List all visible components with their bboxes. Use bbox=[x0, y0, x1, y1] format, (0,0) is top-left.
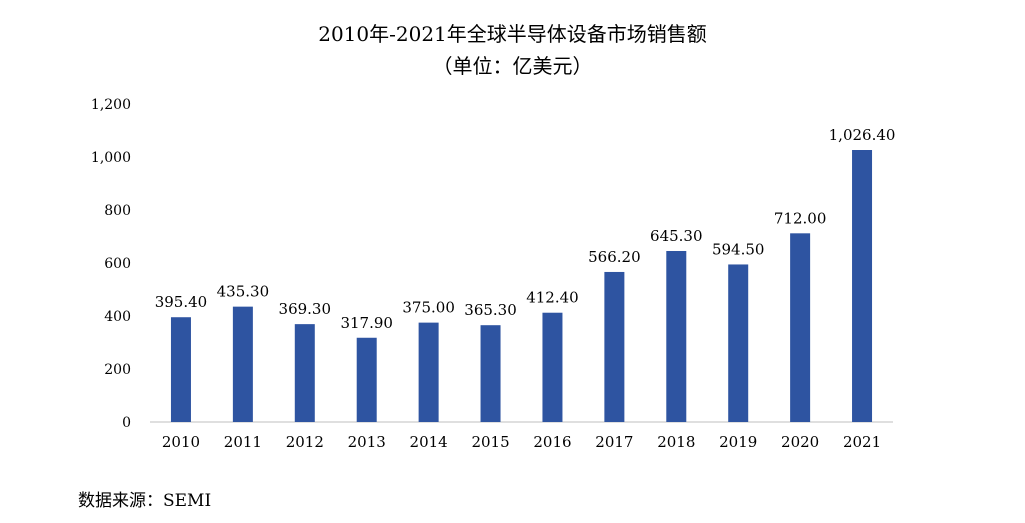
x-tick-label: 2014 bbox=[410, 433, 448, 451]
bar bbox=[542, 312, 563, 422]
source-note: 数据来源：SEMI bbox=[78, 491, 212, 511]
data-label: 594.50 bbox=[712, 240, 765, 258]
y-tick-label: 0 bbox=[122, 415, 131, 431]
x-tick-label: 2017 bbox=[595, 433, 633, 451]
x-tick-label: 2012 bbox=[286, 433, 324, 451]
x-tick-label: 2021 bbox=[843, 433, 881, 451]
y-tick-label: 200 bbox=[104, 362, 131, 378]
y-tick-label: 400 bbox=[104, 309, 131, 325]
y-tick-label: 1,000 bbox=[91, 150, 131, 166]
x-tick-label: 2020 bbox=[781, 433, 819, 451]
bar bbox=[790, 233, 811, 422]
bar bbox=[170, 317, 191, 422]
bar bbox=[852, 150, 873, 422]
x-tick-label: 2013 bbox=[348, 433, 386, 451]
bar bbox=[418, 322, 439, 422]
chart-title: 2010年-2021年全球半导体设备市场销售额 bbox=[318, 22, 707, 46]
x-tick-label: 2016 bbox=[533, 433, 571, 451]
chart-subtitle: （单位：亿美元） bbox=[432, 54, 593, 78]
data-label: 412.40 bbox=[526, 289, 579, 307]
x-tick-label: 2018 bbox=[657, 433, 695, 451]
bar bbox=[728, 264, 749, 422]
bar bbox=[666, 250, 687, 422]
bar bbox=[232, 306, 253, 422]
bar bbox=[294, 324, 315, 422]
bar bbox=[480, 325, 501, 422]
data-label: 435.30 bbox=[217, 283, 270, 301]
x-tick-label: 2011 bbox=[224, 433, 262, 451]
data-label: 395.40 bbox=[155, 293, 208, 311]
x-tick-label: 2010 bbox=[162, 433, 200, 451]
x-tick-label: 2019 bbox=[719, 433, 757, 451]
data-label: 566.20 bbox=[588, 248, 641, 266]
data-label: 1,026.40 bbox=[829, 126, 896, 144]
y-tick-label: 1,200 bbox=[91, 97, 131, 113]
data-label: 317.90 bbox=[340, 314, 393, 332]
y-tick-label: 800 bbox=[104, 203, 131, 219]
data-label: 645.30 bbox=[650, 227, 703, 245]
data-label: 365.30 bbox=[464, 301, 517, 319]
x-tick-label: 2015 bbox=[471, 433, 509, 451]
y-tick-label: 600 bbox=[104, 256, 131, 272]
data-label: 369.30 bbox=[279, 300, 332, 318]
data-label: 375.00 bbox=[402, 299, 455, 317]
bar bbox=[604, 271, 625, 422]
bar bbox=[356, 337, 377, 422]
data-label: 712.00 bbox=[774, 209, 827, 227]
